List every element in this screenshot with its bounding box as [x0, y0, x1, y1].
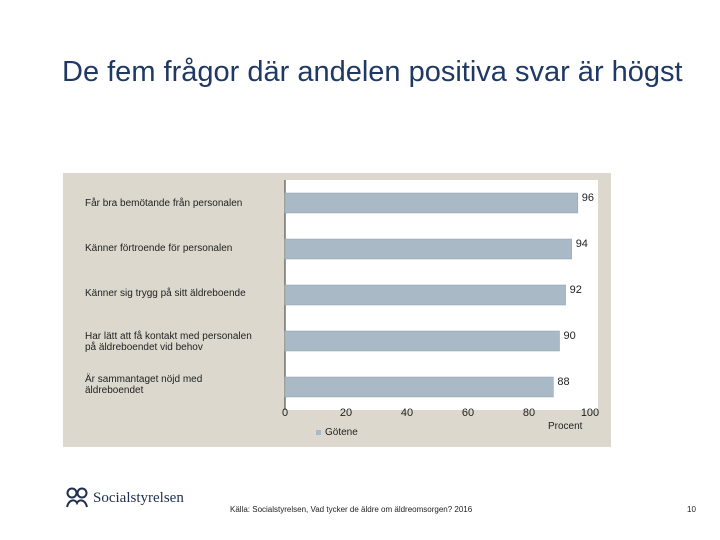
category-label-1-line-1: Får bra bemötande från personalen [85, 198, 243, 209]
bar-1 [284, 192, 579, 214]
category-label-2-line-1: Känner förtroende för personalen [85, 243, 233, 254]
category-label-4-line-2: på äldreboendet vid behov [85, 342, 203, 353]
socialstyrelsen-logo: Socialstyrelsen [65, 487, 184, 509]
category-label-3: Känner sig trygg på sitt äldreboende [85, 288, 246, 299]
ticks-group: 0 20 40 60 80 100 [282, 407, 599, 419]
category-label-1: Får bra bemötande från personalen [85, 198, 242, 209]
x-tick-label-0: 0 [282, 407, 288, 419]
page-number: 10 [687, 505, 696, 514]
bar-2 [284, 238, 572, 260]
category-label-5-line-1: Är sammantaget nöjd med [85, 374, 203, 385]
x-tick-label-20: 20 [340, 407, 352, 419]
category-label-3-line-1: Känner sig trygg på sitt äldreboende [85, 288, 246, 299]
category-label-4-line-1: Har lätt att få kontakt med personalen [85, 331, 252, 342]
bar-5 [284, 376, 554, 398]
slide-title: De fem frågor där andelen positiva svar … [62, 56, 683, 88]
category-label-5: Är sammantaget nöjd med äldreboendet [85, 374, 202, 396]
legend-swatch [316, 429, 321, 435]
data-label-5: 88 [557, 376, 569, 388]
logo-emblem-icon [66, 487, 88, 508]
data-label-4: 90 [564, 330, 576, 342]
legend-label: Götene [325, 427, 358, 438]
category-label-4: Har lätt att få kontakt med personalen p… [85, 331, 252, 353]
data-label-1: 96 [582, 192, 594, 204]
category-label-2: Känner förtroende för personalen [85, 243, 232, 254]
data-label-2: 94 [576, 238, 588, 250]
legend: Götene [316, 427, 358, 438]
x-axis-label: Procent [548, 421, 583, 432]
x-tick-label-40: 40 [401, 407, 413, 419]
category-label-5-line-2: äldreboendet [85, 385, 144, 396]
x-tick-label-80: 80 [523, 407, 535, 419]
data-label-3: 92 [570, 284, 582, 296]
bar-3 [284, 284, 566, 306]
x-tick-label-60: 60 [462, 407, 474, 419]
x-tick-label-100: 100 [581, 407, 599, 419]
logo-text: Socialstyrelsen [93, 489, 184, 506]
source-note: Källa: Socialstyrelsen, Vad tycker de äl… [230, 505, 473, 514]
bars-group: 96 94 92 90 88 [284, 180, 598, 410]
bar-4 [284, 330, 560, 352]
